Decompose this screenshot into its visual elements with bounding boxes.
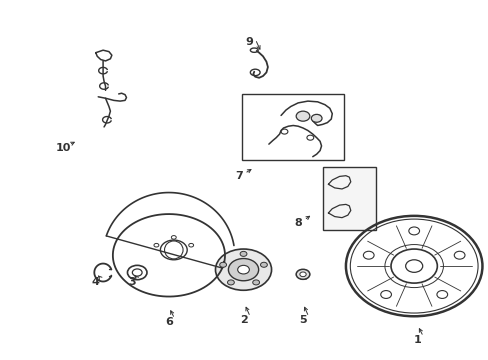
Ellipse shape: [215, 249, 271, 290]
Text: 2: 2: [240, 315, 248, 325]
Ellipse shape: [311, 114, 322, 122]
Text: 9: 9: [245, 37, 253, 47]
Ellipse shape: [237, 265, 249, 274]
Ellipse shape: [299, 272, 305, 276]
Ellipse shape: [436, 291, 447, 298]
Bar: [322, 167, 375, 230]
Text: 1: 1: [413, 334, 421, 345]
Text: 7: 7: [234, 171, 242, 181]
Ellipse shape: [252, 280, 259, 285]
Ellipse shape: [219, 262, 226, 267]
Ellipse shape: [227, 280, 234, 285]
Ellipse shape: [296, 269, 309, 279]
Ellipse shape: [380, 291, 391, 298]
Bar: [242, 94, 344, 160]
Text: 4: 4: [92, 277, 100, 287]
Text: 5: 5: [299, 315, 306, 325]
Ellipse shape: [296, 111, 309, 121]
Text: 3: 3: [128, 277, 136, 287]
Ellipse shape: [260, 262, 267, 267]
Ellipse shape: [228, 258, 258, 281]
Text: 6: 6: [164, 317, 172, 327]
Text: 8: 8: [294, 218, 302, 228]
Ellipse shape: [240, 251, 246, 256]
Ellipse shape: [453, 251, 464, 259]
Ellipse shape: [363, 251, 373, 259]
Text: 10: 10: [55, 143, 71, 153]
Ellipse shape: [408, 227, 419, 235]
